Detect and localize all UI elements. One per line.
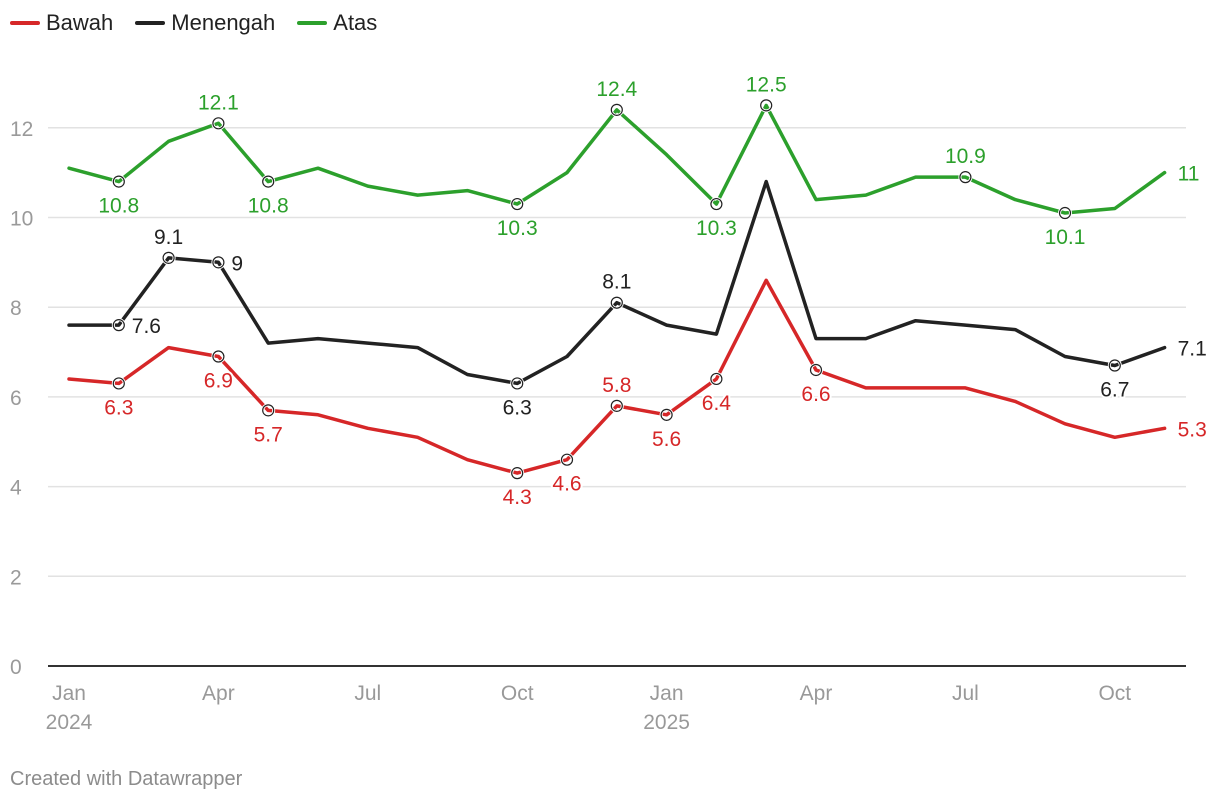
data-label: 5.7 xyxy=(254,423,283,446)
point-marker xyxy=(511,467,524,480)
data-label: 10.9 xyxy=(945,145,986,168)
point-marker xyxy=(262,404,275,417)
legend-item-bawah: Bawah xyxy=(10,10,113,36)
data-label: 4.6 xyxy=(552,473,581,496)
x-tick-year-label: 2025 xyxy=(643,711,690,734)
data-label: 6.6 xyxy=(801,383,830,406)
x-tick-label: Jul xyxy=(354,682,381,705)
data-label: 12.4 xyxy=(596,78,637,101)
data-label: 10.8 xyxy=(98,195,139,218)
data-label: 8.1 xyxy=(602,271,631,294)
data-label: 6.4 xyxy=(702,392,732,415)
y-tick-label: 10 xyxy=(10,208,33,231)
x-tick-label: Oct xyxy=(1098,682,1131,705)
legend-swatch xyxy=(135,21,166,25)
point-marker xyxy=(560,453,574,466)
data-label: 5.6 xyxy=(652,428,681,451)
data-label: 4.3 xyxy=(503,486,532,509)
series-line-menengah xyxy=(67,179,1167,386)
point-marker xyxy=(710,372,723,386)
legend-label: Bawah xyxy=(46,10,114,35)
data-label: 10.8 xyxy=(248,195,289,218)
y-tick-label: 8 xyxy=(10,297,22,320)
point-marker xyxy=(1108,359,1121,372)
data-label: 6.9 xyxy=(204,370,233,393)
line-chart: 0 2 4 6 8 10 12 Jan 2024 Apr Jul Oct Jan 2025 Apr Jul Oc… xyxy=(10,71,1209,734)
legend-item-atas: Atas xyxy=(297,10,377,36)
point-marker xyxy=(959,171,972,184)
data-label: 5.8 xyxy=(602,374,631,397)
data-label: 10.1 xyxy=(1045,226,1086,249)
data-label: 9.1 xyxy=(154,226,183,249)
data-label: 6.3 xyxy=(104,396,133,419)
point-marker xyxy=(660,408,673,421)
x-tick-year-label: 2024 xyxy=(46,711,93,734)
legend-label: Menengah xyxy=(171,10,276,35)
chart-legend: Bawah Menengah Atas xyxy=(10,10,377,36)
legend-item-menengah: Menengah xyxy=(135,10,275,36)
point-marker xyxy=(760,99,773,112)
data-label: 5.3 xyxy=(1178,418,1207,441)
y-tick-label: 2 xyxy=(10,566,22,589)
data-label: 11 xyxy=(1178,163,1200,186)
x-tick-label: Jul xyxy=(952,682,979,705)
point-marker xyxy=(610,103,623,116)
x-tick-label: Apr xyxy=(202,682,235,705)
y-tick-label: 4 xyxy=(10,477,22,500)
y-tick-label: 6 xyxy=(10,387,22,410)
point-marker xyxy=(212,350,225,363)
point-marker xyxy=(162,251,175,264)
x-tick-label: Oct xyxy=(501,682,534,705)
data-label: 10.3 xyxy=(696,217,737,240)
point-marker xyxy=(1058,206,1072,220)
point-marker xyxy=(511,197,524,211)
x-tick-label: Apr xyxy=(800,682,833,705)
data-label: 12.1 xyxy=(198,91,239,114)
point-marker xyxy=(212,256,225,269)
data-label: 6.3 xyxy=(503,396,532,419)
x-tick-label: Jan xyxy=(650,682,684,705)
point-marker xyxy=(610,296,623,309)
point-marker xyxy=(511,377,524,390)
legend-label: Atas xyxy=(333,10,378,35)
y-tick-label: 12 xyxy=(10,118,33,141)
point-marker xyxy=(212,117,225,130)
point-marker xyxy=(112,175,125,188)
point-marker xyxy=(112,319,125,332)
data-label: 7.1 xyxy=(1178,338,1207,361)
data-label: 7.6 xyxy=(132,315,161,338)
legend-swatch xyxy=(10,21,40,25)
data-label: 9 xyxy=(231,252,243,275)
legend-swatch xyxy=(297,21,328,25)
data-label: 10.3 xyxy=(497,217,538,240)
point-marker xyxy=(809,363,823,377)
data-label: 6.7 xyxy=(1100,379,1129,402)
footer-credit: Created with Datawrapper xyxy=(10,768,243,790)
point-marker xyxy=(710,197,723,211)
point-marker xyxy=(262,175,275,188)
y-tick-label: 0 xyxy=(10,656,22,679)
x-tick-label: Jan xyxy=(52,682,86,705)
data-label: 12.5 xyxy=(746,73,787,96)
series-line-bawah xyxy=(67,278,1167,475)
point-marker xyxy=(112,377,125,390)
point-marker xyxy=(610,399,623,412)
series-line-atas xyxy=(67,103,1167,215)
